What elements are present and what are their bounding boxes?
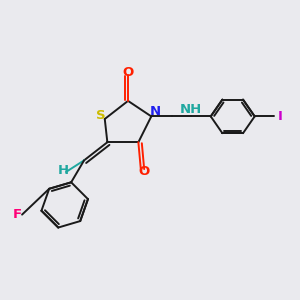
Text: F: F bbox=[12, 208, 22, 221]
Text: N: N bbox=[150, 105, 161, 118]
Text: I: I bbox=[277, 110, 282, 123]
Text: O: O bbox=[122, 66, 134, 79]
Text: NH: NH bbox=[180, 103, 202, 116]
Text: H: H bbox=[58, 164, 69, 177]
Text: O: O bbox=[138, 166, 149, 178]
Text: S: S bbox=[96, 109, 106, 122]
